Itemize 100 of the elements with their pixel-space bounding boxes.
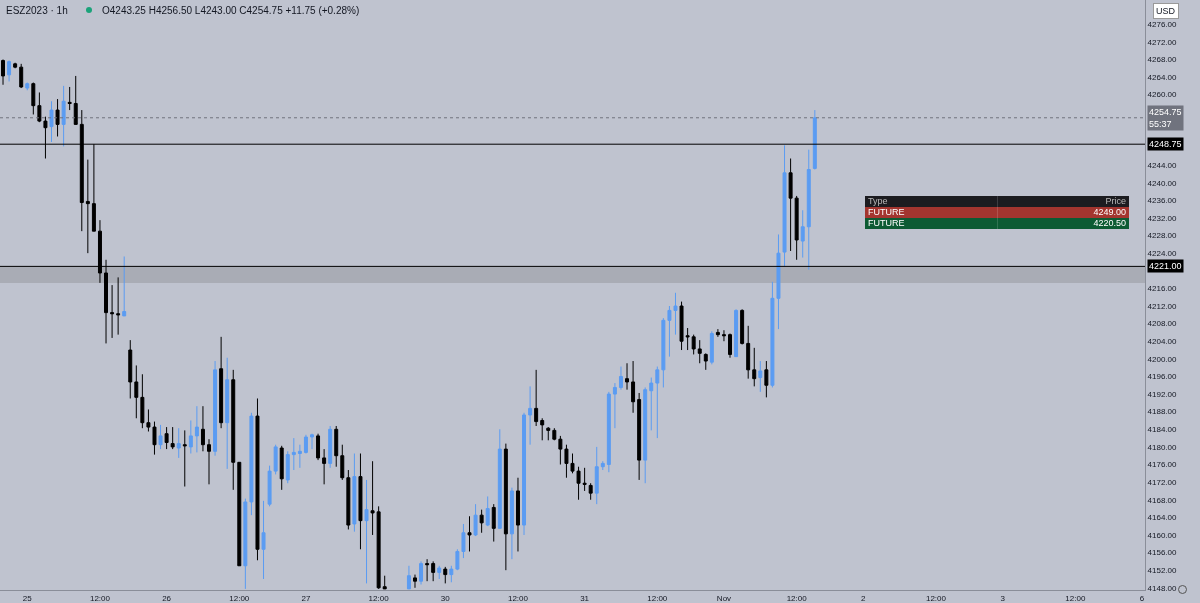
candlestick — [322, 448, 327, 485]
candlestick — [231, 369, 236, 491]
candlestick — [655, 366, 660, 439]
y-tick-label: 4204.00 — [1147, 337, 1178, 347]
y-tick-label: 4268.00 — [1147, 55, 1178, 65]
candlestick — [406, 565, 411, 590]
text: USD — [1156, 6, 1176, 16]
y-tick-label: 4176.00 — [1147, 460, 1178, 470]
category-label: Price — [996, 196, 1129, 207]
candlestick — [800, 209, 805, 259]
y-tick-label: 4260.00 — [1147, 90, 1178, 100]
x-tick-label: 12:00 — [507, 593, 529, 603]
candlestick — [449, 565, 454, 583]
candlestick — [522, 412, 527, 536]
x-tick-label: 2 — [861, 593, 867, 603]
y-tick-label: 4188.00 — [1147, 407, 1178, 417]
x-tick-label: 12:00 — [368, 593, 390, 603]
candlestick — [279, 445, 284, 491]
candlestick — [110, 284, 115, 339]
candlestick — [310, 433, 314, 450]
x-tick-label: 25 — [22, 593, 33, 603]
candlestick — [649, 377, 654, 431]
candlestick — [728, 333, 732, 359]
y-tick-label: 4236.00 — [1147, 196, 1178, 206]
candlestick — [352, 453, 357, 533]
y-tick-label: 4172.00 — [1147, 477, 1178, 487]
candlestick — [618, 366, 623, 391]
candlestick — [194, 405, 199, 453]
candlestick — [540, 417, 545, 441]
candlestick — [515, 477, 520, 552]
candlestick — [552, 427, 557, 441]
candlestick — [67, 86, 72, 111]
candlestick — [503, 443, 508, 571]
candlestick — [382, 575, 387, 590]
candlestick — [758, 360, 763, 393]
x-tick-label: 12:00 — [229, 593, 250, 603]
ref-line-label: 4221.00 — [1149, 261, 1182, 271]
x-tick-label: Nov — [716, 593, 732, 603]
candlestick — [116, 276, 121, 336]
candlestick — [643, 386, 648, 484]
y-tick-label: 4244.00 — [1147, 160, 1178, 170]
x-tick-label: 12:00 — [1065, 593, 1086, 603]
x-tick-label: 12:00 — [786, 593, 808, 603]
y-tick-label: 4272.00 — [1147, 37, 1178, 47]
candlestick — [1, 58, 6, 86]
candlestick — [273, 444, 278, 475]
y-tick-label: 4152.00 — [1147, 565, 1178, 575]
candlestick — [297, 444, 302, 469]
candlestick — [255, 397, 260, 561]
candlestick — [85, 159, 90, 254]
y-tick-label: 4240.00 — [1147, 178, 1178, 188]
y-tick-label: 4160.00 — [1147, 530, 1178, 540]
ref-line-label: 4248.75 — [1149, 139, 1182, 149]
candlestick — [752, 347, 757, 387]
candlestick — [291, 437, 296, 471]
candlestick — [437, 565, 442, 580]
text: ESZ2023 · 1h — [6, 5, 68, 16]
candlestick — [19, 63, 24, 89]
y-tick-label: 4264.00 — [1147, 72, 1178, 82]
candlestick — [528, 385, 533, 446]
y-tick-label: 4200.00 — [1147, 354, 1178, 364]
candlestick — [479, 509, 484, 534]
candlestick — [61, 85, 66, 147]
candlestick — [782, 144, 787, 267]
candlestick — [261, 500, 266, 580]
candlestick — [31, 82, 36, 115]
y-tick-label: 4208.00 — [1147, 319, 1178, 329]
candlestick — [134, 364, 139, 419]
candlestick — [219, 336, 224, 429]
y-tick-label: 4192.00 — [1147, 389, 1178, 399]
candlestick — [13, 63, 18, 69]
candlestick — [764, 360, 769, 398]
candlestick — [188, 419, 193, 455]
candlestick — [612, 382, 617, 429]
candlestick — [473, 503, 478, 537]
candlestick — [170, 426, 175, 450]
candlestick — [249, 412, 254, 516]
candlestick — [637, 392, 642, 481]
x-tick-label: 3 — [1000, 593, 1006, 603]
x-tick-label: 12:00 — [89, 593, 111, 603]
x-tick-label: 31 — [580, 593, 590, 603]
candlestick — [334, 425, 339, 468]
candlestick — [346, 469, 351, 530]
candlestick — [316, 433, 321, 461]
candlestick — [7, 60, 12, 82]
candlestick — [606, 391, 611, 473]
y-tick-label: 4156.00 — [1147, 548, 1178, 558]
y-tick-label: 4224.00 — [1147, 248, 1178, 258]
candlestick — [443, 566, 448, 584]
candlestick — [128, 339, 133, 399]
y-tick-label: 4212.00 — [1147, 301, 1178, 311]
text: O4243.25 H4256.50 L4243.00 C4254.75 +11.75 (+0.28%) — [102, 5, 360, 16]
ref-line-label: 4254.75 55:37 — [1149, 107, 1182, 129]
candlestick — [243, 498, 248, 590]
candlestick — [734, 308, 739, 358]
candlestick — [467, 515, 472, 552]
candlestick — [588, 482, 593, 501]
candlestick — [491, 503, 496, 543]
candlestick — [431, 560, 436, 582]
candlestick — [328, 425, 333, 469]
